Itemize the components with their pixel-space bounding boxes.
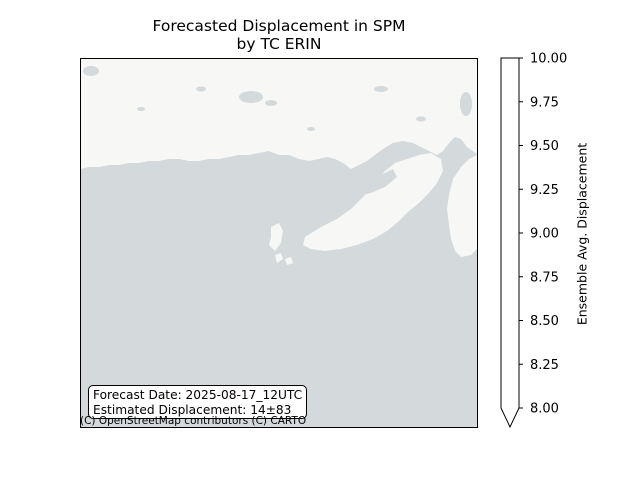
- colorbar-tick-label: 9.25: [530, 183, 559, 198]
- colorbar-body: [500, 57, 520, 429]
- newfoundland-landmass: [447, 155, 477, 257]
- colorbar: 8.00 8.25 8.50 8.75 9.00 9.25 9.50 9.75 10.00: [500, 52, 567, 429]
- lake-3: [196, 86, 206, 92]
- colorbar-tick-label: 9.00: [530, 227, 559, 242]
- peninsula-landmass: [303, 153, 443, 251]
- title-line-2: by TC ERIN: [236, 35, 322, 53]
- colorbar-tick-label: 9.75: [530, 95, 559, 110]
- lake-5: [137, 107, 145, 111]
- forecast-info-box: Forecast Date: 2025-08-17_12UTC Estimate…: [88, 385, 308, 419]
- title-line-1: Forecasted Displacement in SPM: [152, 17, 406, 35]
- island-3: [285, 257, 293, 265]
- lake-9: [83, 66, 99, 76]
- colorbar-tick-label: 10.00: [530, 52, 567, 67]
- map-title: Forecasted Displacement in SPM by TC ERI…: [80, 17, 478, 53]
- colorbar-tick-label: 9.50: [530, 139, 559, 154]
- basemap: [81, 59, 477, 427]
- colorbar-tick-label: 8.50: [530, 314, 559, 329]
- estimated-displacement-text: Estimated Displacement: 14±83: [93, 402, 292, 417]
- colorbar-tick-label: 8.75: [530, 270, 559, 285]
- forecast-date-text: Forecast Date: 2025-08-17_12UTC: [93, 388, 303, 402]
- lake-4: [374, 86, 388, 92]
- lake-2: [265, 100, 277, 106]
- map-attribution: (C) OpenStreetMap contributors (C) CARTO: [80, 415, 307, 427]
- island-2: [275, 253, 283, 263]
- lake-8: [460, 92, 472, 116]
- colorbar-ticks: 8.00 8.25 8.50 8.75 9.00 9.25 9.50 9.75 10.00: [519, 52, 567, 417]
- lake-6: [416, 116, 426, 122]
- lake-1: [239, 91, 263, 103]
- colorbar-label: Ensemble Avg. Displacement: [574, 142, 590, 326]
- colorbar-tick-label: 8.00: [530, 402, 559, 417]
- island-1: [269, 223, 283, 251]
- map-panel: [80, 58, 478, 428]
- lake-7: [307, 127, 315, 131]
- colorbar-tick-label: 8.25: [530, 358, 559, 373]
- gulf-inlet-water: [317, 169, 397, 199]
